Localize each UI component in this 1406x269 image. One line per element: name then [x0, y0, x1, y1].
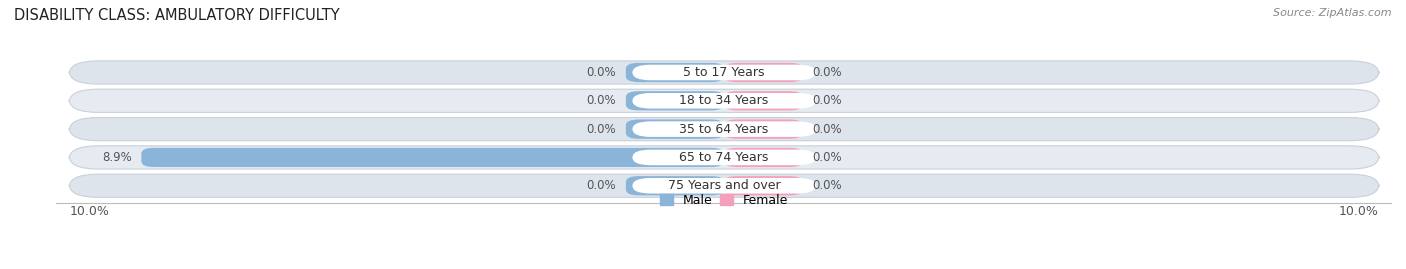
FancyBboxPatch shape: [69, 146, 1379, 169]
Text: 0.0%: 0.0%: [586, 123, 616, 136]
Text: DISABILITY CLASS: AMBULATORY DIFFICULTY: DISABILITY CLASS: AMBULATORY DIFFICULTY: [14, 8, 340, 23]
Legend: Male, Female: Male, Female: [661, 194, 787, 207]
Text: 0.0%: 0.0%: [586, 179, 616, 192]
FancyBboxPatch shape: [69, 89, 1379, 112]
FancyBboxPatch shape: [724, 63, 803, 82]
Text: 5 to 17 Years: 5 to 17 Years: [683, 66, 765, 79]
FancyBboxPatch shape: [69, 174, 1379, 197]
FancyBboxPatch shape: [633, 65, 815, 80]
Text: Source: ZipAtlas.com: Source: ZipAtlas.com: [1274, 8, 1392, 18]
Text: 0.0%: 0.0%: [813, 94, 842, 107]
Text: 0.0%: 0.0%: [813, 151, 842, 164]
FancyBboxPatch shape: [633, 93, 815, 109]
FancyBboxPatch shape: [633, 150, 815, 165]
FancyBboxPatch shape: [69, 61, 1379, 84]
Text: 8.9%: 8.9%: [101, 151, 132, 164]
Text: 10.0%: 10.0%: [69, 205, 110, 218]
FancyBboxPatch shape: [633, 121, 815, 137]
Text: 0.0%: 0.0%: [813, 179, 842, 192]
FancyBboxPatch shape: [626, 91, 724, 111]
FancyBboxPatch shape: [142, 148, 724, 167]
Text: 0.0%: 0.0%: [813, 123, 842, 136]
FancyBboxPatch shape: [724, 119, 803, 139]
FancyBboxPatch shape: [626, 176, 724, 195]
FancyBboxPatch shape: [626, 63, 724, 82]
Text: 65 to 74 Years: 65 to 74 Years: [679, 151, 769, 164]
Text: 10.0%: 10.0%: [1339, 205, 1379, 218]
Text: 35 to 64 Years: 35 to 64 Years: [679, 123, 769, 136]
Text: 18 to 34 Years: 18 to 34 Years: [679, 94, 769, 107]
Text: 0.0%: 0.0%: [586, 94, 616, 107]
FancyBboxPatch shape: [626, 119, 724, 139]
FancyBboxPatch shape: [633, 178, 815, 193]
FancyBboxPatch shape: [724, 91, 803, 111]
Text: 0.0%: 0.0%: [813, 66, 842, 79]
FancyBboxPatch shape: [724, 148, 803, 167]
FancyBboxPatch shape: [69, 118, 1379, 141]
FancyBboxPatch shape: [724, 176, 803, 195]
Text: 0.0%: 0.0%: [586, 66, 616, 79]
Text: 75 Years and over: 75 Years and over: [668, 179, 780, 192]
